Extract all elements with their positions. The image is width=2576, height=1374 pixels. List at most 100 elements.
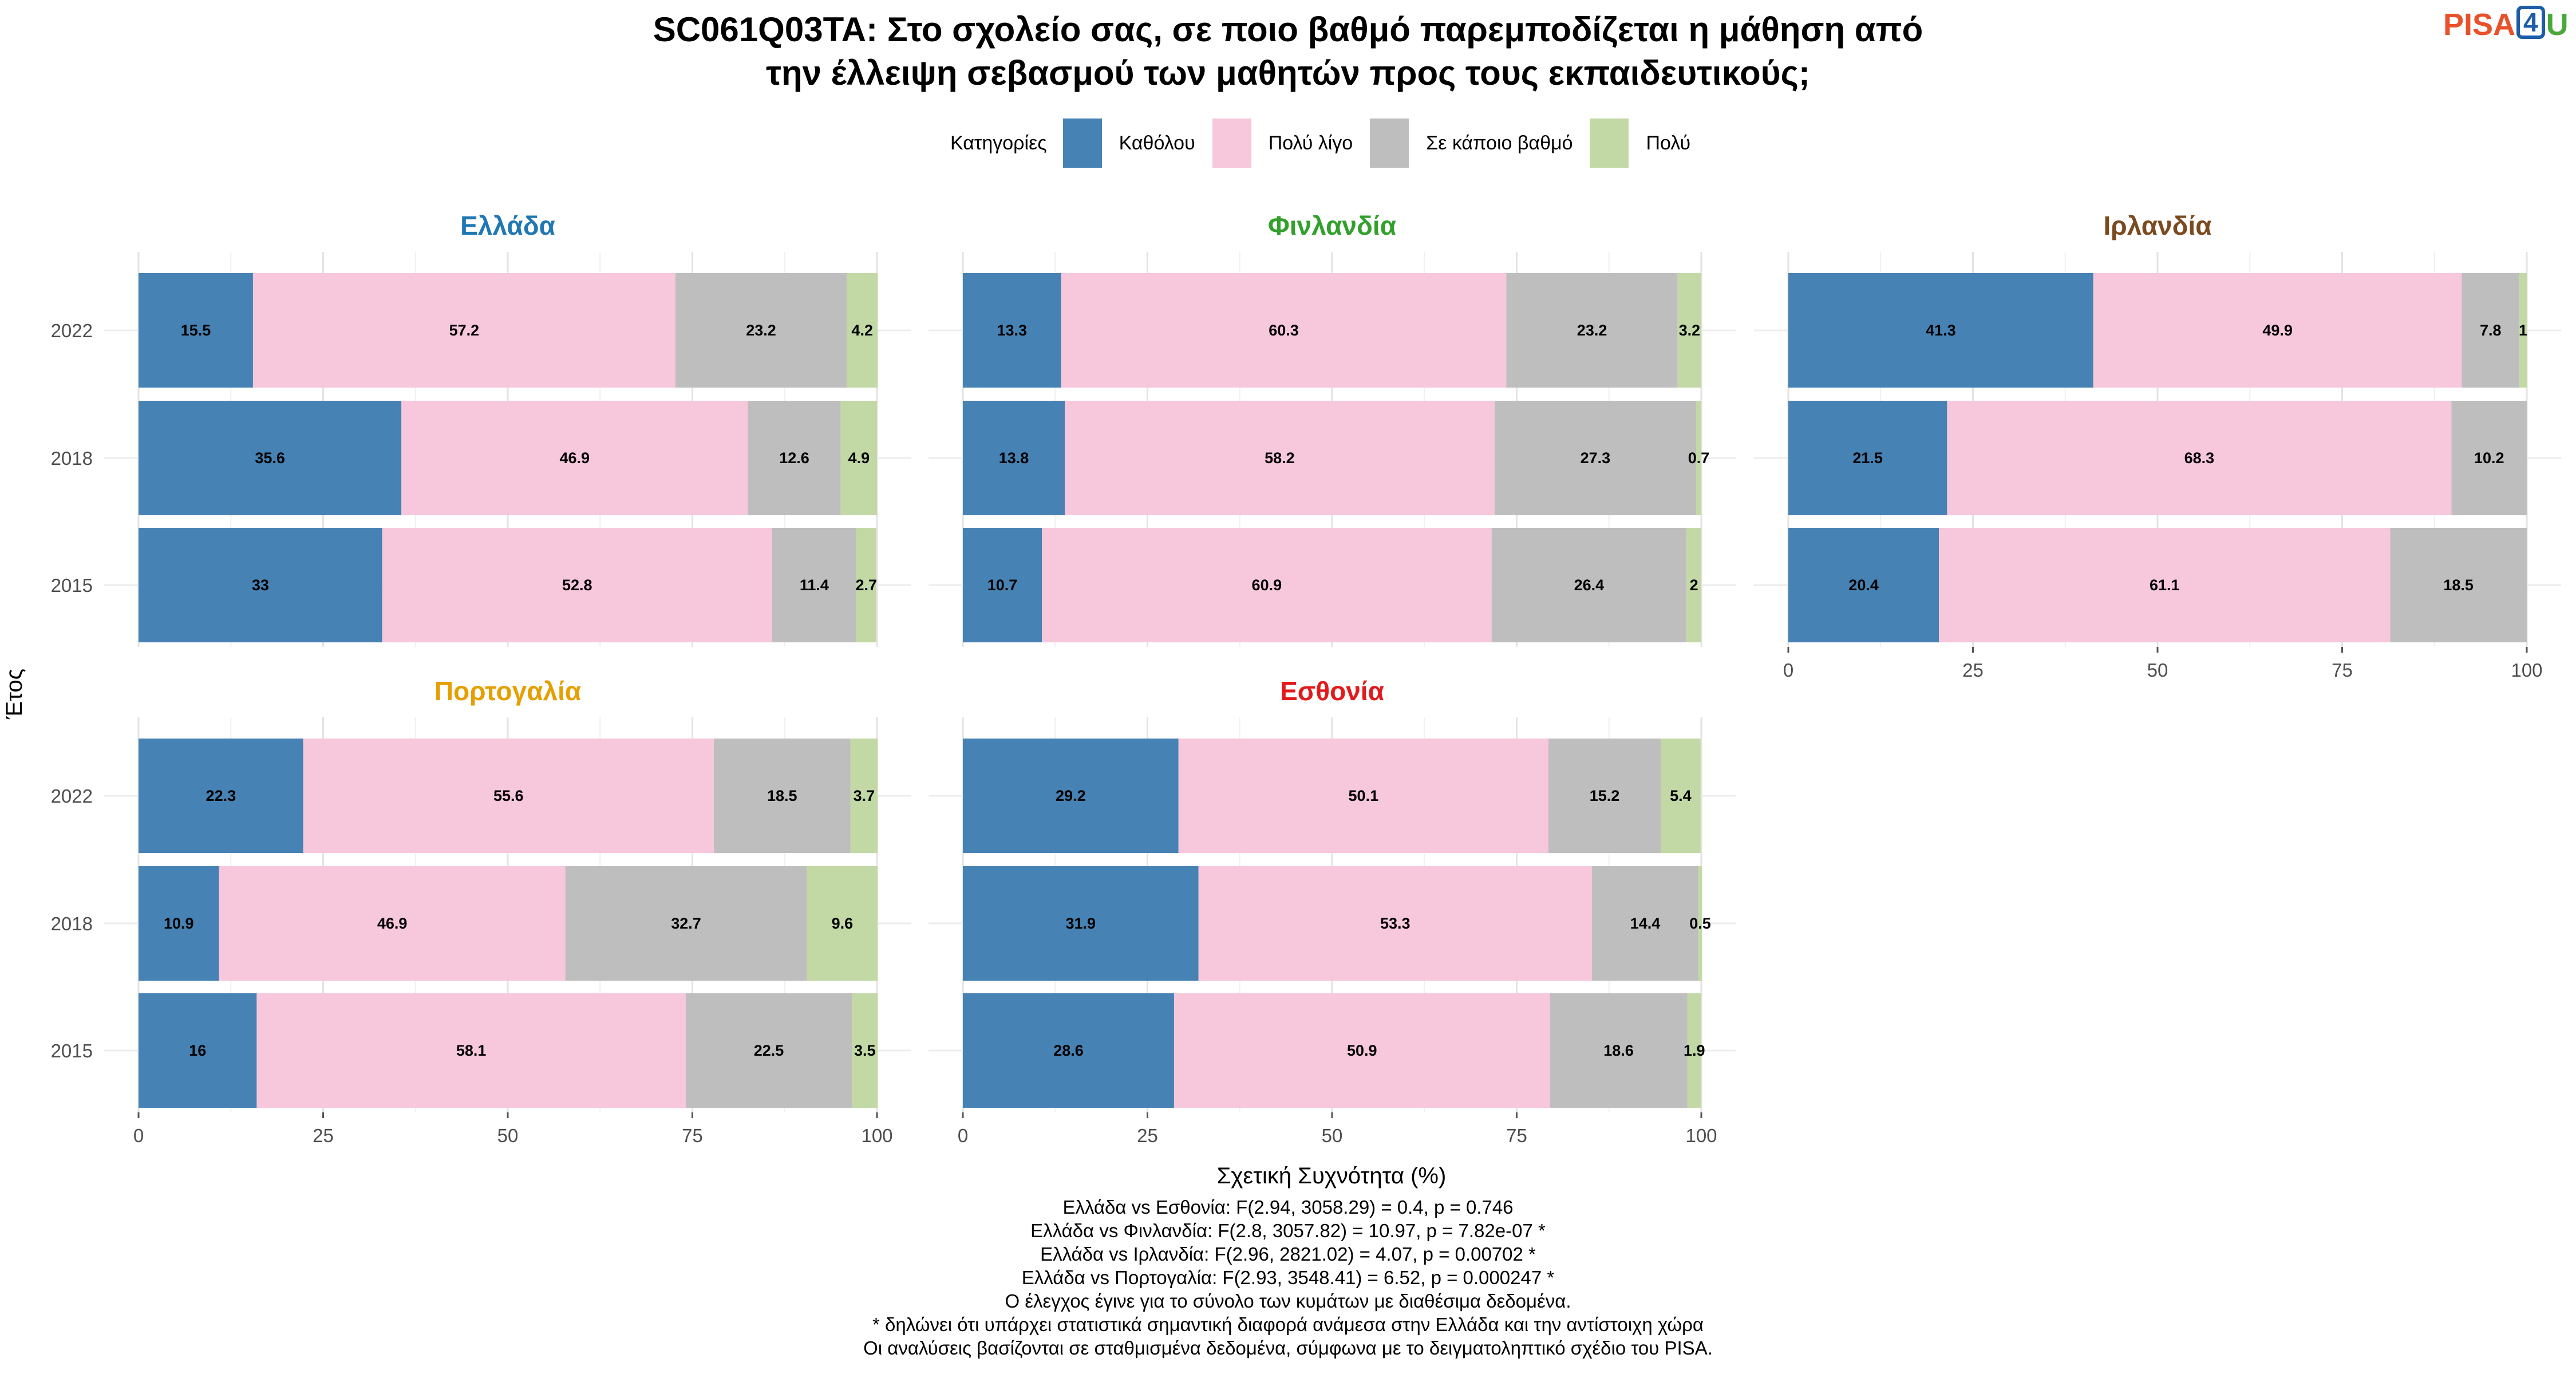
bar-segment-Φινλανδία-2015-0 [963, 528, 1042, 642]
bar-segment-Φινλανδία-2018-2 [1494, 401, 1696, 515]
bar-segment-Εσθονία-2018-3 [1698, 866, 1702, 981]
x-tick-label: 25 [1137, 1125, 1158, 1146]
legend-key-poly-ligo [1212, 119, 1251, 168]
x-tick-label: 25 [313, 1125, 334, 1146]
data-label-Ιρλανδία-2022-3: 1 [2519, 322, 2527, 339]
data-label-Ελλάδα-2015-2: 11.4 [800, 577, 829, 594]
bar-segment-Ελλάδα-2022-0 [139, 273, 253, 388]
x-tick-label: 0 [958, 1125, 968, 1146]
legend-key-poly [1590, 119, 1629, 168]
data-label-Ελλάδα-2018-1: 46.9 [559, 449, 590, 467]
bar-segment-Πορτογαλία-2022-0 [139, 739, 303, 853]
legend-item-kapoio-vathmo: Σε κάποιο βαθμό [1370, 119, 1573, 168]
x-tick-label: 50 [1322, 1125, 1343, 1146]
bar-segment-Ελλάδα-2022-1 [252, 273, 675, 388]
x-tick-label: 0 [133, 1125, 144, 1146]
data-label-Φινλανδία-2018-1: 58.2 [1265, 449, 1295, 467]
data-label-Εσθονία-2015-1: 50.9 [1347, 1042, 1377, 1059]
y-tick-label: 2015 [51, 575, 93, 596]
data-label-Πορτογαλία-2022-1: 55.6 [493, 787, 524, 804]
legend-title: Κατηγορίες [950, 132, 1047, 154]
legend-key-katholou [1062, 119, 1102, 168]
bar-segment-Ιρλανδία-2022-0 [1788, 273, 2093, 388]
bar-segment-Ιρλανδία-2015-1 [1939, 528, 2391, 642]
data-label-Ελλάδα-2015-3: 2.7 [856, 577, 878, 594]
data-label-Πορτογαλία-2015-2: 22.5 [754, 1042, 784, 1059]
data-label-Φινλανδία-2015-0: 10.7 [987, 577, 1018, 594]
data-label-Φινλανδία-2022-0: 13.3 [997, 322, 1028, 339]
footnote-line: Ο έλεγχος έγινε για το σύνολο των κυμάτω… [1005, 1290, 1571, 1312]
data-label-Πορτογαλία-2015-0: 16 [189, 1042, 206, 1059]
bar-segment-Εσθονία-2018-2 [1592, 866, 1698, 981]
footnote-line: Ελλάδα vs Εσθονία: F(2.94, 3058.29) = 0.… [1062, 1197, 1514, 1218]
x-tick-label: 50 [497, 1125, 519, 1146]
bar-segment-Πορτογαλία-2015-2 [685, 993, 852, 1108]
bar-segment-Φινλανδία-2022-1 [1061, 273, 1507, 388]
data-label-Ελλάδα-2018-3: 4.9 [848, 449, 870, 467]
logo-text-pisa: PISA [2443, 7, 2516, 42]
data-label-Πορτογαλία-2018-2: 32.7 [671, 915, 701, 932]
legend-label-katholou: Καθόλου [1119, 132, 1195, 154]
data-label-Ελλάδα-2018-2: 12.6 [779, 449, 809, 467]
x-tick-label: 100 [861, 1125, 892, 1146]
x-tick-label: 100 [1685, 1125, 1717, 1146]
bar-segment-Πορτογαλία-2022-2 [713, 739, 851, 853]
bar-segment-Πορτογαλία-2015-1 [256, 993, 686, 1108]
bar-segment-Πορτογαλία-2018-2 [565, 866, 807, 981]
data-label-Εσθονία-2015-2: 18.6 [1603, 1042, 1634, 1059]
bar-segment-Εσθονία-2015-3 [1687, 993, 1701, 1108]
bar-segment-Ελλάδα-2018-2 [748, 401, 841, 515]
y-axis-title: Έτος [2, 669, 27, 720]
x-tick-label: 100 [2511, 660, 2542, 681]
data-label-Εσθονία-2022-1: 50.1 [1349, 787, 1379, 804]
y-tick-label: 2018 [51, 913, 93, 934]
logo-text-u: U [2546, 7, 2569, 42]
data-label-Πορτογαλία-2018-1: 46.9 [377, 915, 408, 932]
legend: Κατηγορίες Καθόλου Πολύ λίγο Σε κάποιο β… [950, 119, 1708, 168]
data-label-Πορτογαλία-2015-3: 3.5 [854, 1042, 876, 1059]
bar-segment-Εσθονία-2022-1 [1178, 739, 1548, 853]
data-label-Πορτογαλία-2022-3: 3.7 [854, 787, 875, 804]
bar-segment-Ελλάδα-2018-0 [139, 401, 402, 515]
data-label-Ιρλανδία-2018-0: 21.5 [1852, 449, 1883, 467]
data-label-Φινλανδία-2015-1: 60.9 [1252, 577, 1282, 594]
data-label-Πορτογαλία-2022-0: 22.3 [206, 787, 236, 804]
legend-label-poly-ligo: Πολύ λίγο [1268, 132, 1353, 154]
bar-segment-Ιρλανδία-2018-1 [1947, 401, 2452, 515]
data-label-Ελλάδα-2022-3: 4.2 [851, 322, 873, 339]
bar-segment-Φινλανδία-2018-3 [1696, 401, 1701, 515]
bar-segment-Πορτογαλία-2022-1 [303, 739, 714, 853]
bar-segment-Ελλάδα-2015-1 [382, 528, 772, 642]
bar-segment-Ελλάδα-2022-3 [847, 273, 878, 388]
data-label-Πορτογαλία-2018-3: 9.6 [832, 915, 854, 932]
bar-segment-Πορτογαλία-2015-3 [852, 993, 878, 1108]
data-label-Εσθονία-2022-2: 15.2 [1590, 787, 1620, 804]
bar-segment-Εσθονία-2022-3 [1661, 739, 1701, 853]
data-label-Φινλανδία-2022-1: 60.3 [1269, 322, 1299, 339]
bar-segment-Ιρλανδία-2022-3 [2519, 273, 2527, 388]
panel-title-Ιρλανδία: Ιρλανδία [2103, 211, 2211, 240]
bar-segment-Ιρλανδία-2015-0 [1788, 528, 1939, 642]
y-tick-label: 2022 [51, 785, 93, 807]
data-label-Ιρλανδία-2022-1: 49.9 [2262, 322, 2293, 339]
data-label-Πορτογαλία-2022-2: 18.5 [767, 787, 797, 804]
bar-segment-Φινλανδία-2015-1 [1042, 528, 1492, 642]
data-label-Ιρλανδία-2015-0: 20.4 [1848, 577, 1879, 594]
data-label-Πορτογαλία-2018-0: 10.9 [164, 915, 194, 932]
data-label-Ελλάδα-2015-0: 33 [252, 577, 269, 594]
x-axis-title: Σχετική Συχνότητα (%) [1217, 1163, 1447, 1189]
data-label-Ελλάδα-2022-2: 23.2 [746, 322, 776, 339]
bar-segment-Εσθονία-2015-0 [963, 993, 1174, 1108]
pisa4u-logo: PISA 4 U [2443, 5, 2569, 45]
chart-title: SC061Q03TA: Στο σχολείο σας, σε ποιο βαθ… [0, 8, 2576, 95]
bar-segment-Φινλανδία-2022-3 [1677, 273, 1701, 388]
footnote-line: Ελλάδα vs Πορτογαλία: F(2.93, 3548.41) =… [1021, 1267, 1555, 1288]
bar-segment-Φινλανδία-2018-1 [1065, 401, 1495, 515]
bar-segment-Ιρλανδία-2018-2 [2451, 401, 2527, 515]
data-label-Εσθονία-2018-3: 0.5 [1689, 915, 1711, 932]
data-label-Ιρλανδία-2022-0: 41.3 [1926, 322, 1956, 339]
x-tick-label: 0 [1783, 660, 1793, 681]
data-label-Ιρλανδία-2018-2: 10.2 [2474, 449, 2504, 467]
data-label-Φινλανδία-2018-0: 13.8 [999, 449, 1029, 467]
bar-segment-Φινλανδία-2018-0 [963, 401, 1065, 515]
